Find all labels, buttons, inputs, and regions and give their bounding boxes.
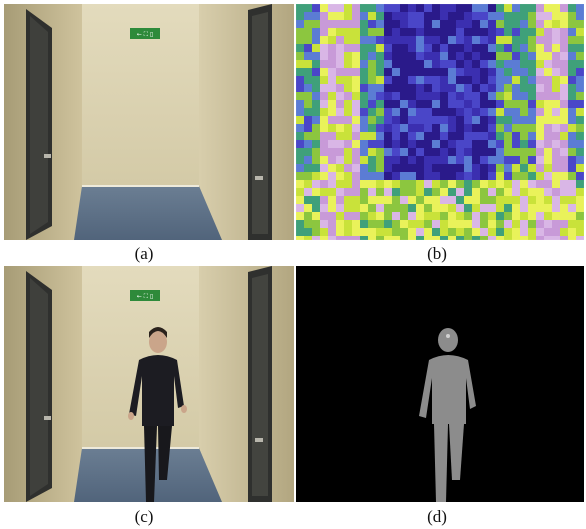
- panel-c-person-image: ← ⛶ ▯: [4, 266, 294, 502]
- caption-d: (d): [427, 507, 447, 526]
- person-figure: [128, 327, 187, 502]
- panel-b-false-color-image: [296, 4, 584, 240]
- svg-text:← ⛶ ▯: ← ⛶ ▯: [137, 293, 153, 300]
- caption-c: (c): [134, 507, 154, 526]
- caption-a: (a): [134, 244, 154, 263]
- panel-a-corridor-image: ← ⛶ ▯: [4, 4, 294, 240]
- panel-d-mask-image: [296, 266, 584, 502]
- caption-b: (b): [427, 244, 447, 263]
- svg-text:← ⛶ ▯: ← ⛶ ▯: [137, 31, 153, 38]
